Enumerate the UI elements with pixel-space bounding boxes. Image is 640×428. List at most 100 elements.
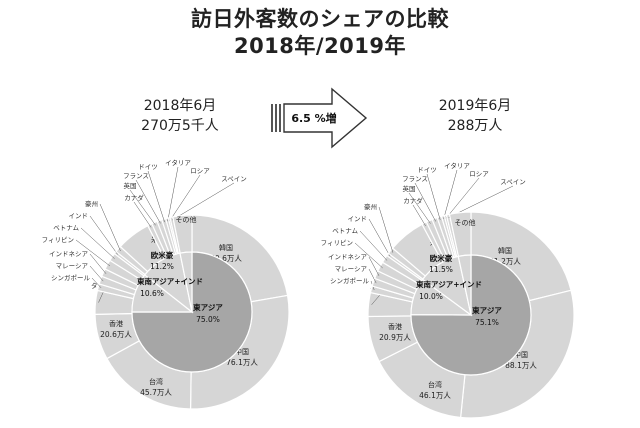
callout-label: ロシア	[190, 167, 210, 175]
callout-label: カナダ	[124, 193, 144, 202]
inner-pct-sea: 10.0%	[419, 292, 443, 301]
segment-value: 46.1万人	[419, 391, 451, 400]
segment-label: 香港	[109, 319, 123, 328]
growth-arrow: 6.5 %増	[271, 87, 368, 149]
segment-label: 台湾	[149, 377, 163, 386]
inner-segment-0	[410, 254, 532, 376]
segment-label: 韓国	[219, 243, 233, 252]
segment-value: 88.1万人	[505, 361, 537, 370]
title-block: 訪日外客数のシェアの比較 2018年/2019年	[0, 6, 640, 60]
inner-pct-western: 11.2%	[150, 262, 174, 271]
callout-label: スペイン	[221, 175, 247, 183]
callout-label: カナダ	[403, 196, 423, 205]
callout-line	[171, 182, 235, 221]
inner-label-western: 欧米豪	[151, 250, 174, 260]
callout-line	[378, 206, 394, 253]
callout-line	[359, 230, 388, 261]
inner-label-western: 欧米豪	[430, 253, 453, 263]
callout-label: 豪州	[364, 202, 377, 211]
segment-label: 中国	[235, 347, 249, 356]
callout-line	[414, 182, 436, 222]
period-month: 2019年6月	[438, 98, 512, 114]
arrow-stripe	[275, 104, 277, 132]
callout-label: シンガポール	[51, 273, 91, 282]
segment-value: 20.6万人	[100, 330, 132, 339]
callout-label: マレーシア	[56, 262, 89, 270]
callout-label: インド	[348, 215, 368, 223]
callout-label: インドネシア	[49, 250, 89, 258]
callout-label: フランス	[123, 172, 149, 180]
callout-line	[80, 227, 115, 259]
segment-value: 61.2万人	[489, 257, 521, 266]
callout-line	[129, 189, 156, 226]
segment-label: その他	[455, 218, 476, 227]
period-2019: 2019年6月 288万人	[375, 96, 575, 136]
callout-line	[75, 239, 111, 267]
donut-chart-1: 韓国61.2万人中国88.1万人台湾46.1万人香港20.9万人タイシンガポール…	[321, 161, 575, 419]
inner-pct-east-asia: 75.1%	[475, 318, 499, 327]
period-total: 288万人	[447, 118, 503, 134]
callout-line	[169, 174, 201, 221]
callout-line	[354, 242, 383, 269]
period-total: 270万5千人	[141, 118, 219, 134]
callout-label: インドネシア	[328, 253, 368, 261]
callout-label: シンガポール	[330, 276, 370, 285]
inner-segment-0	[131, 251, 253, 373]
callout-label: 英国	[403, 184, 416, 193]
callout-label: マレーシア	[335, 265, 368, 273]
period-month: 2018年6月	[143, 98, 217, 114]
callout-label: ベトナム	[332, 227, 358, 235]
callout-label: ベトナム	[53, 224, 79, 232]
callout-label: 豪州	[85, 199, 98, 208]
callout-line	[99, 203, 121, 252]
callout-label: ロシア	[469, 170, 489, 178]
callout-line	[443, 169, 458, 219]
segment-label: 台湾	[428, 380, 442, 389]
callout-line	[133, 201, 152, 228]
callout-line	[368, 256, 380, 276]
inner-segment-3	[179, 251, 193, 313]
callout-label: スペイン	[500, 178, 526, 186]
callout-line	[89, 265, 104, 282]
inner-pct-western: 11.5%	[429, 265, 453, 274]
callout-line	[368, 268, 377, 284]
callout-label: 英国	[124, 181, 137, 190]
chart-title: 訪日外客数のシェアの比較	[191, 7, 449, 31]
callout-label: タイ	[91, 281, 104, 290]
chart-subtitle: 2018年/2019年	[233, 34, 407, 58]
segment-label: 香港	[388, 322, 402, 331]
callout-line	[412, 204, 426, 227]
arrow-stripe	[279, 104, 281, 132]
inner-label-sea: 東南アジア+インド	[416, 279, 482, 289]
callout-line	[147, 170, 165, 223]
callout-label: フィリピン	[321, 239, 353, 247]
period-2018: 2018年6月 270万5千人	[80, 96, 280, 136]
segment-label: 韓国	[498, 246, 512, 255]
segment-label: 中国	[514, 350, 528, 359]
callout-line	[368, 218, 391, 257]
callout-label: イタリア	[444, 161, 470, 170]
callout-line	[135, 179, 161, 224]
callout-label: フランス	[402, 175, 428, 183]
callout-line	[426, 173, 441, 220]
inner-label-east-asia: 東アジア	[193, 302, 223, 312]
segment-label: その他	[176, 215, 197, 224]
callout-line	[89, 253, 107, 274]
arrow-stripe	[271, 104, 273, 132]
callout-line	[445, 177, 480, 219]
segment-value: 60.6万人	[210, 254, 242, 263]
callout-line	[91, 277, 102, 289]
segment-value: 76.1万人	[226, 358, 258, 367]
callout-label: イタリア	[165, 158, 191, 167]
growth-label: 6.5 %増	[291, 111, 336, 125]
segment-value: 45.7万人	[140, 388, 172, 397]
callout-label: ドイツ	[417, 166, 437, 174]
callout-line	[408, 192, 431, 224]
inner-pct-sea: 10.6%	[140, 289, 164, 298]
inner-label-east-asia: 東アジア	[472, 305, 502, 315]
inner-segment-3	[457, 254, 472, 316]
callout-label: フィリピン	[42, 236, 74, 244]
callout-label: インド	[69, 212, 89, 220]
